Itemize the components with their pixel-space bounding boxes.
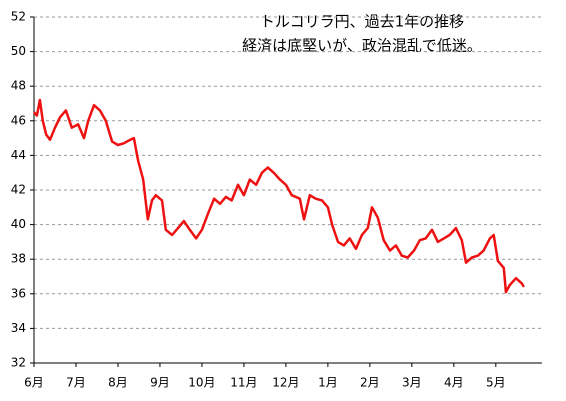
- x-tick-label: 5月: [486, 376, 506, 390]
- price-line: [33, 98, 525, 294]
- y-tick-label: 32: [11, 356, 26, 370]
- x-tick-label: 2月: [360, 376, 380, 390]
- y-tick-label: 42: [11, 183, 26, 197]
- x-tick-label: 11月: [230, 376, 257, 390]
- x-tick-label: 1月: [318, 376, 338, 390]
- x-tick-label: 3月: [402, 376, 422, 390]
- y-tick-label: 40: [11, 217, 26, 231]
- x-tick-label: 9月: [150, 376, 170, 390]
- y-tick-label: 50: [11, 44, 26, 58]
- x-tick-label: 7月: [66, 376, 86, 390]
- chart-title: トルコリラ円、過去1年の推移: [260, 13, 464, 31]
- x-tick-label: 8月: [108, 376, 128, 390]
- y-tick-label: 34: [11, 321, 26, 335]
- x-tick-label: 4月: [444, 376, 464, 390]
- y-tick-label: 38: [11, 252, 26, 266]
- y-tick-label: 52: [11, 10, 26, 24]
- chart-subtitle: 経済は底堅いが、政治混乱で低迷。: [242, 37, 482, 55]
- x-tick-label: 6月: [24, 376, 44, 390]
- y-tick-label: 48: [11, 79, 26, 93]
- y-tick-label: 44: [11, 148, 26, 162]
- x-tick-label: 10月: [188, 376, 215, 390]
- y-tick-label: 46: [11, 113, 26, 127]
- y-tick-label: 36: [11, 286, 26, 300]
- x-tick-label: 12月: [272, 376, 299, 390]
